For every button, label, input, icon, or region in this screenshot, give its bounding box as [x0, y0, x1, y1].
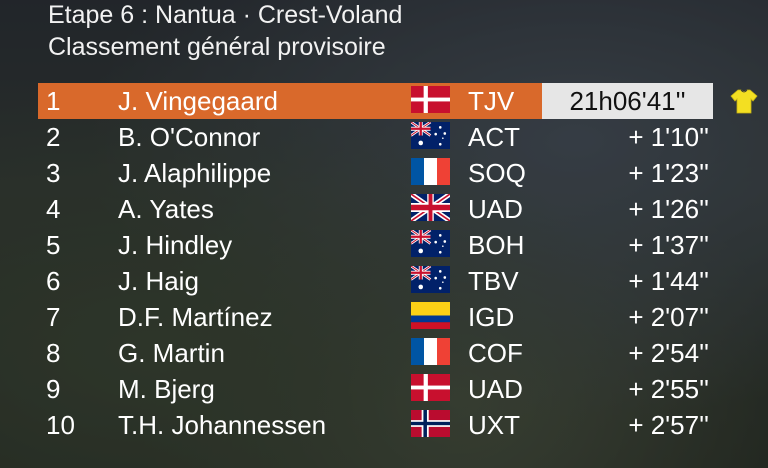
flag-denmark-icon	[411, 374, 450, 401]
rider-name: G. Martin	[118, 338, 225, 368]
time-gap: + 1'26''	[628, 194, 709, 224]
standings-row: 3 J. Alaphilippe SOQ + 1'23''	[38, 155, 768, 191]
team-code: COF	[468, 338, 523, 368]
standings-row: 2 B. O'Connor ACT + 1'10''	[38, 119, 768, 155]
rank-number: 3	[46, 158, 61, 188]
time-gap: + 1'23''	[628, 158, 709, 188]
rider-name: J. Hindley	[118, 230, 233, 260]
team-code: IGD	[468, 302, 515, 332]
flag-denmark-icon	[411, 86, 450, 113]
rider-name: J. Alaphilippe	[118, 158, 272, 188]
standings-row: 8 G. Martin COF + 2'54''	[38, 335, 768, 371]
flag-norway-icon	[411, 410, 450, 437]
flag-australia-icon	[411, 266, 450, 293]
rank-number: 9	[46, 374, 61, 404]
time-gap: + 2'54''	[628, 338, 709, 368]
time-gap: + 1'10''	[628, 122, 709, 152]
standings-row: 7 D.F. Martínez IGD + 2'07''	[38, 299, 768, 335]
standings-row: 4 A. Yates UAD + 1'26''	[38, 191, 768, 227]
header: Etape 6 : Nantua · Crest-Voland Classeme…	[48, 0, 402, 64]
flag-colombia-icon	[411, 302, 450, 329]
time-gap: + 1'37''	[628, 230, 709, 260]
rider-name: J. Haig	[118, 266, 199, 296]
team-code: BOH	[468, 230, 525, 260]
time-gap: + 2'55''	[628, 374, 709, 404]
standings-table: 1 J. Vingegaard TJV 21h06'41'' 2 B. O'Connor A…	[38, 83, 768, 443]
standings-row: 6 J. Haig TBV + 1'44''	[38, 263, 768, 299]
standings-row: 10 T.H. Johannessen UXT + 2'57''	[38, 407, 768, 443]
flag-france-icon	[411, 338, 450, 365]
standings-subtitle: Classement général provisoire	[48, 33, 386, 61]
flag-france-icon	[411, 158, 450, 185]
team-code: ACT	[468, 122, 520, 152]
flag-australia-icon	[411, 230, 450, 257]
time-gap: + 1'44''	[628, 266, 709, 296]
rider-name: D.F. Martínez	[118, 302, 273, 332]
time-gap: + 2'07''	[628, 302, 709, 332]
standings-row-leader: 1 J. Vingegaard TJV 21h06'41''	[38, 83, 758, 119]
rider-name: T.H. Johannessen	[118, 410, 327, 440]
team-code: UAD	[468, 194, 523, 224]
leader-total-time: 21h06'41''	[542, 83, 713, 119]
rider-name: M. Bjerg	[118, 374, 215, 404]
rank-number: 4	[46, 194, 61, 224]
rank-number: 8	[46, 338, 61, 368]
team-code: UXT	[468, 410, 520, 440]
stage-title: Etape 6 : Nantua · Crest-Voland	[48, 1, 403, 29]
team-code: SOQ	[468, 158, 526, 188]
rank-number: 5	[46, 230, 61, 260]
rider-name: B. O'Connor	[118, 122, 261, 152]
rider-name: A. Yates	[118, 194, 214, 224]
rank-number: 6	[46, 266, 61, 296]
rank-number: 1	[46, 86, 61, 116]
rank-number: 7	[46, 302, 61, 332]
flag-australia-icon	[411, 122, 450, 149]
standings-row: 5 J. Hindley BOH + 1'37''	[38, 227, 768, 263]
rider-name: J. Vingegaard	[118, 86, 278, 116]
flag-united-kingdom-icon	[411, 194, 450, 221]
time-gap: + 2'57''	[628, 410, 709, 440]
yellow-jersey-icon	[730, 87, 758, 115]
rank-number: 2	[46, 122, 61, 152]
team-code: UAD	[468, 374, 523, 404]
team-code: TJV	[468, 86, 515, 116]
team-code: TBV	[468, 266, 519, 296]
standings-row: 9 M. Bjerg UAD + 2'55''	[38, 371, 768, 407]
rank-number: 10	[46, 410, 75, 440]
